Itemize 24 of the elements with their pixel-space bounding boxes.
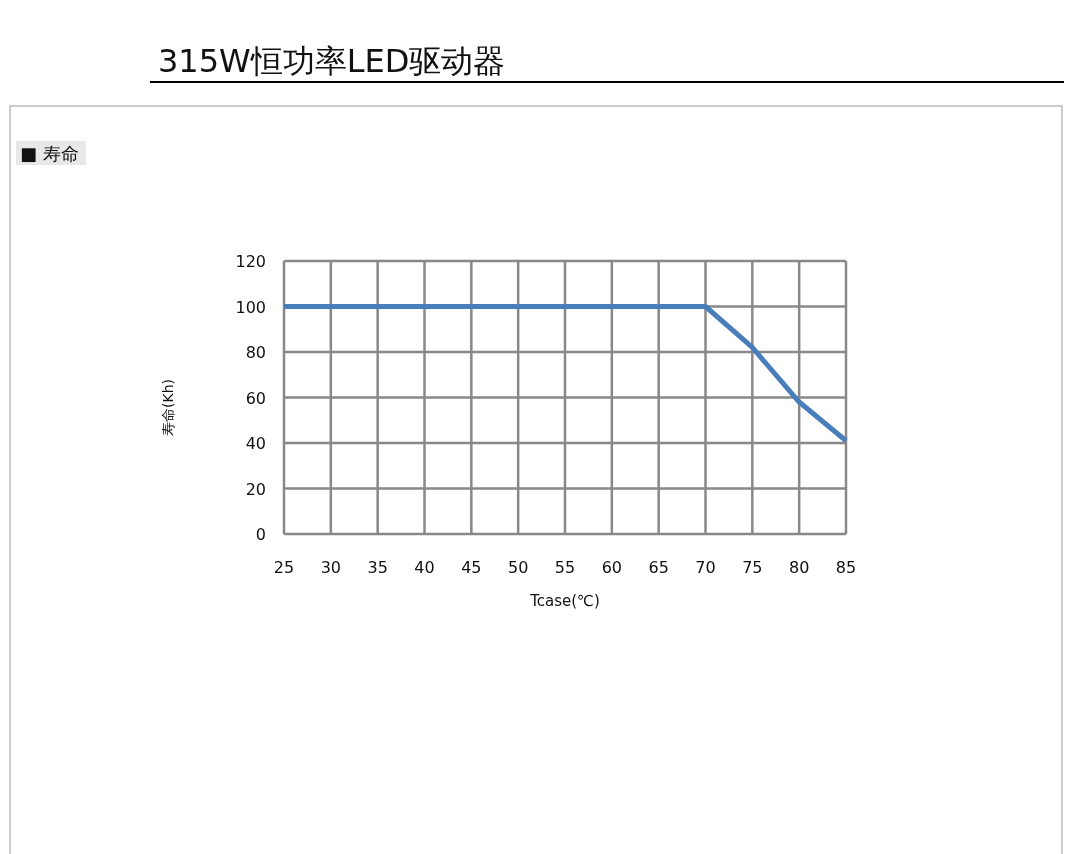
x-tick-label: 85 [835, 558, 857, 577]
x-tick-label: 80 [788, 558, 810, 577]
x-tick-label: 35 [367, 558, 388, 577]
chart-title: 315W恒功率LED驱动器 [158, 42, 506, 80]
y-tick-label: 80 [245, 343, 266, 362]
x-tick-label: 65 [648, 558, 669, 577]
y-tick-label: 20 [245, 479, 266, 499]
y-tick-label: 0 [255, 525, 266, 544]
y-axis-title: 寿命(Kh) [160, 379, 176, 436]
x-tick-label: 30 [320, 558, 342, 577]
x-tick-label: 40 [414, 558, 435, 577]
x-tick-label: 60 [601, 558, 623, 577]
y-tick-label: 100 [235, 297, 266, 317]
x-tick-label: 25 [273, 558, 295, 577]
y-tick-label: 60 [245, 388, 266, 408]
x-tick-label: 45 [461, 558, 482, 577]
y-tick-label: 120 [235, 252, 266, 271]
x-tick-label: 55 [554, 558, 576, 577]
text: ■ 寿命 [20, 143, 79, 164]
x-axis-title: Tcase(℃) [529, 592, 600, 610]
y-tick-label: 40 [245, 434, 266, 453]
x-tick-label: 50 [507, 558, 529, 577]
x-tick-label: 70 [695, 558, 716, 577]
x-tick-label: 75 [742, 558, 763, 577]
